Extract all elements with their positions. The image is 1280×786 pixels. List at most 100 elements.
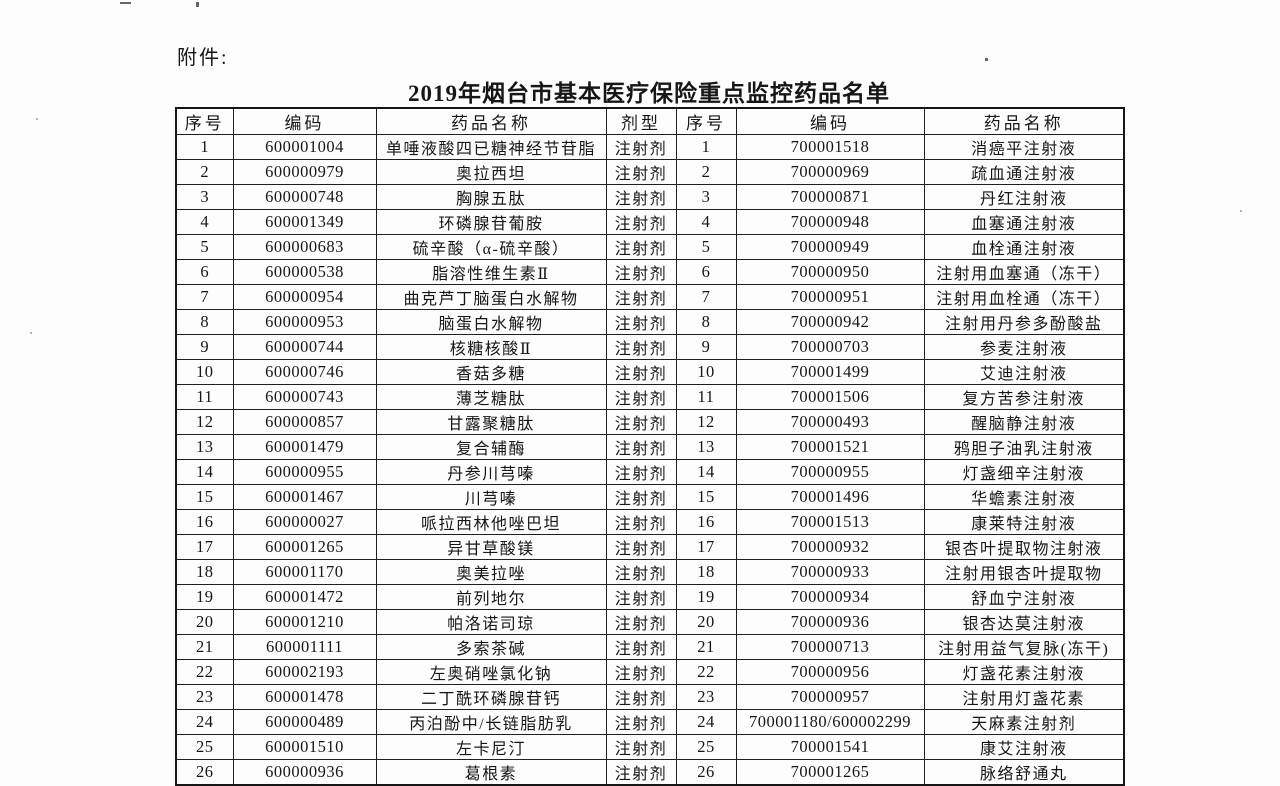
cell-drug-name-left: 葛根素 (376, 760, 606, 786)
cell-serial-right: 21 (676, 635, 736, 660)
header-drug-name-left: 药品名称 (376, 108, 606, 135)
cell-code-left: 600001479 (233, 435, 376, 460)
cell-drug-name-left: 甘露聚糖肽 (376, 410, 606, 435)
cell-serial-right: 9 (676, 335, 736, 360)
cell-drug-name-left: 前列地尔 (376, 585, 606, 610)
cell-drug-name-right: 康莱特注射液 (924, 510, 1124, 535)
cell-code-right: 700001513 (736, 510, 924, 535)
cell-drug-name-left: 奥拉西坦 (376, 160, 606, 185)
cell-drug-name-left: 异甘草酸镁 (376, 535, 606, 560)
cell-drug-name-left: 香菇多糖 (376, 360, 606, 385)
cell-drug-name-right: 注射用丹参多酚酸盐 (924, 310, 1124, 335)
cell-code-right: 700000703 (736, 335, 924, 360)
cell-code-left: 600001210 (233, 610, 376, 635)
cell-code-right: 700000934 (736, 585, 924, 610)
cell-dosage-form: 注射剂 (606, 685, 676, 710)
cell-serial-right: 3 (676, 185, 736, 210)
cell-serial-right: 22 (676, 660, 736, 685)
table-header-row: 序号编码药品名称剂型序号编码药品名称 (176, 108, 1124, 135)
cell-code-right: 700001265 (736, 760, 924, 786)
cell-serial-right: 10 (676, 360, 736, 385)
cell-serial-right: 17 (676, 535, 736, 560)
cell-serial-right: 4 (676, 210, 736, 235)
cell-serial-left: 24 (176, 710, 233, 735)
scan-artifact (36, 118, 38, 120)
cell-serial-left: 2 (176, 160, 233, 185)
cell-dosage-form: 注射剂 (606, 460, 676, 485)
cell-drug-name-right: 灯盏细辛注射液 (924, 460, 1124, 485)
cell-drug-name-right: 血栓通注射液 (924, 235, 1124, 260)
cell-code-right: 700000871 (736, 185, 924, 210)
cell-code-left: 600001510 (233, 735, 376, 760)
cell-dosage-form: 注射剂 (606, 660, 676, 685)
cell-serial-left: 23 (176, 685, 233, 710)
cell-serial-left: 13 (176, 435, 233, 460)
cell-drug-name-right: 复方苦参注射液 (924, 385, 1124, 410)
cell-drug-name-left: 环磷腺苷葡胺 (376, 210, 606, 235)
cell-drug-name-left: 单唾液酸四已糖神经节苷脂 (376, 135, 606, 160)
cell-drug-name-left: 左卡尼汀 (376, 735, 606, 760)
cell-drug-name-right: 舒血宁注射液 (924, 585, 1124, 610)
cell-code-right: 700001521 (736, 435, 924, 460)
cell-serial-left: 14 (176, 460, 233, 485)
cell-drug-name-left: 丹参川芎嗪 (376, 460, 606, 485)
cell-dosage-form: 注射剂 (606, 335, 676, 360)
cell-code-right: 700000932 (736, 535, 924, 560)
cell-serial-left: 16 (176, 510, 233, 535)
scan-artifact (30, 332, 32, 334)
cell-serial-left: 26 (176, 760, 233, 786)
cell-drug-name-right: 注射用血塞通（冻干） (924, 260, 1124, 285)
cell-code-right: 700001518 (736, 135, 924, 160)
header-drug-name-right: 药品名称 (924, 108, 1124, 135)
cell-code-left: 600000683 (233, 235, 376, 260)
cell-drug-name-left: 丙泊酚中/长链脂肪乳 (376, 710, 606, 735)
cell-drug-name-right: 注射用银杏叶提取物 (924, 560, 1124, 585)
header-serial-left: 序号 (176, 108, 233, 135)
scan-artifact (985, 58, 988, 61)
scan-artifact (196, 2, 199, 7)
cell-serial-left: 5 (176, 235, 233, 260)
cell-code-left: 600000955 (233, 460, 376, 485)
cell-dosage-form: 注射剂 (606, 135, 676, 160)
cell-dosage-form: 注射剂 (606, 385, 676, 410)
cell-drug-name-left: 川芎嗪 (376, 485, 606, 510)
cell-dosage-form: 注射剂 (606, 160, 676, 185)
cell-code-left: 600000748 (233, 185, 376, 210)
cell-dosage-form: 注射剂 (606, 435, 676, 460)
cell-serial-left: 21 (176, 635, 233, 660)
cell-code-left: 600000746 (233, 360, 376, 385)
cell-serial-right: 19 (676, 585, 736, 610)
cell-code-right: 700000493 (736, 410, 924, 435)
cell-serial-right: 2 (676, 160, 736, 185)
cell-serial-right: 13 (676, 435, 736, 460)
cell-serial-left: 15 (176, 485, 233, 510)
header-serial-right: 序号 (676, 108, 736, 135)
cell-drug-name-left: 脂溶性维生素Ⅱ (376, 260, 606, 285)
cell-code-right: 700000949 (736, 235, 924, 260)
cell-code-left: 600000857 (233, 410, 376, 435)
cell-serial-right: 18 (676, 560, 736, 585)
cell-dosage-form: 注射剂 (606, 735, 676, 760)
cell-drug-name-left: 左奥硝唑氯化钠 (376, 660, 606, 685)
header-code-left: 编码 (233, 108, 376, 135)
cell-serial-left: 17 (176, 535, 233, 560)
cell-drug-name-right: 鸦胆子油乳注射液 (924, 435, 1124, 460)
scanned-page: 附件: 2019年烟台市基本医疗保险重点监控药品名单 序号编码药品名称剂型序号编… (0, 0, 1280, 736)
cell-code-left: 600001467 (233, 485, 376, 510)
cell-code-right: 700000951 (736, 285, 924, 310)
cell-drug-name-left: 胸腺五肽 (376, 185, 606, 210)
cell-serial-right: 25 (676, 735, 736, 760)
cell-code-left: 600000744 (233, 335, 376, 360)
